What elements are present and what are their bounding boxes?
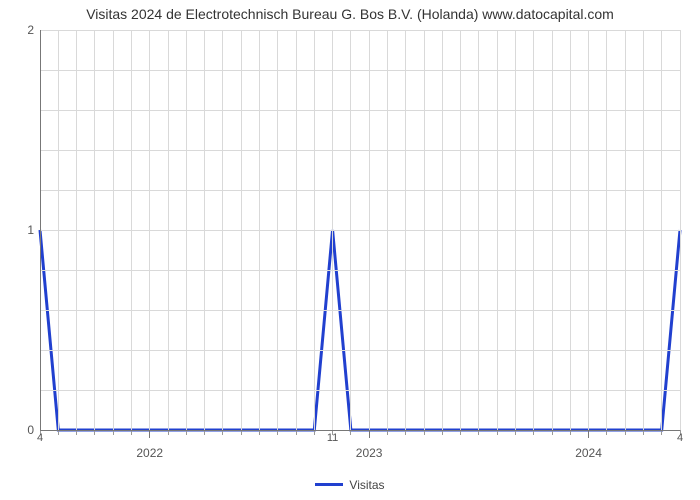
- x-minor-tick: [204, 430, 205, 435]
- gridline-vertical: [533, 30, 534, 430]
- gridline-vertical: [131, 30, 132, 430]
- gridline-vertical: [222, 30, 223, 430]
- gridline-vertical: [186, 30, 187, 430]
- x-minor-tick: [661, 430, 662, 435]
- gridline-vertical: [515, 30, 516, 430]
- legend: Visitas: [0, 476, 700, 494]
- chart-title: Visitas 2024 de Electrotechnisch Bureau …: [0, 6, 700, 22]
- x-minor-tick: [241, 430, 242, 435]
- x-value-label: 4: [37, 432, 43, 444]
- gridline-horizontal-minor: [40, 110, 680, 111]
- x-value-label: 11: [327, 432, 338, 444]
- y-tick-label: 0: [27, 423, 34, 437]
- x-minor-tick: [58, 430, 59, 435]
- x-minor-tick: [424, 430, 425, 435]
- gridline-vertical: [606, 30, 607, 430]
- x-minor-tick: [552, 430, 553, 435]
- x-minor-tick: [131, 430, 132, 435]
- gridline-vertical: [277, 30, 278, 430]
- gridline-vertical: [588, 30, 589, 430]
- gridline-vertical: [369, 30, 370, 430]
- gridline-vertical: [113, 30, 114, 430]
- gridline-vertical: [332, 30, 333, 430]
- x-minor-tick: [259, 430, 260, 435]
- gridline-vertical: [552, 30, 553, 430]
- x-minor-tick: [533, 430, 534, 435]
- gridline-vertical: [442, 30, 443, 430]
- gridline-horizontal-minor: [40, 310, 680, 311]
- gridline-vertical: [94, 30, 95, 430]
- gridline-vertical: [58, 30, 59, 430]
- x-value-label: 4: [677, 432, 683, 444]
- x-minor-tick: [497, 430, 498, 435]
- x-minor-tick: [643, 430, 644, 435]
- x-tick-label: 2022: [136, 446, 163, 460]
- legend-text: Visitas: [349, 478, 384, 492]
- x-minor-tick: [76, 430, 77, 435]
- x-minor-tick: [350, 430, 351, 435]
- x-minor-tick: [296, 430, 297, 435]
- gridline-vertical: [643, 30, 644, 430]
- x-minor-tick: [168, 430, 169, 435]
- gridline-vertical: [478, 30, 479, 430]
- x-minor-tick: [606, 430, 607, 435]
- x-major-tick: [588, 430, 589, 438]
- series-line: [40, 230, 680, 430]
- gridline-vertical: [625, 30, 626, 430]
- x-tick-label: 2024: [575, 446, 602, 460]
- x-tick-label: 2023: [356, 446, 383, 460]
- x-minor-tick: [478, 430, 479, 435]
- legend-swatch: [315, 483, 343, 486]
- gridline-vertical: [204, 30, 205, 430]
- gridline-horizontal: [40, 30, 680, 31]
- gridline-horizontal-minor: [40, 350, 680, 351]
- plot-area: 0122022202320244114: [40, 30, 680, 430]
- x-minor-tick: [442, 430, 443, 435]
- gridline-horizontal: [40, 230, 680, 231]
- x-major-tick: [149, 430, 150, 438]
- gridline-vertical: [497, 30, 498, 430]
- x-minor-tick: [277, 430, 278, 435]
- x-minor-tick: [405, 430, 406, 435]
- gridline-vertical: [314, 30, 315, 430]
- gridline-vertical: [350, 30, 351, 430]
- y-tick-label: 2: [27, 23, 34, 37]
- gridline-vertical: [680, 30, 681, 430]
- x-minor-tick: [625, 430, 626, 435]
- x-axis: [40, 430, 680, 431]
- gridline-vertical: [241, 30, 242, 430]
- x-minor-tick: [570, 430, 571, 435]
- gridline-horizontal-minor: [40, 390, 680, 391]
- gridline-horizontal-minor: [40, 190, 680, 191]
- gridline-vertical: [387, 30, 388, 430]
- gridline-vertical: [460, 30, 461, 430]
- gridline-horizontal-minor: [40, 270, 680, 271]
- gridline-vertical: [570, 30, 571, 430]
- x-minor-tick: [515, 430, 516, 435]
- gridline-vertical: [661, 30, 662, 430]
- x-minor-tick: [460, 430, 461, 435]
- y-axis: [40, 30, 41, 430]
- x-minor-tick: [186, 430, 187, 435]
- x-minor-tick: [222, 430, 223, 435]
- x-minor-tick: [113, 430, 114, 435]
- gridline-vertical: [149, 30, 150, 430]
- gridline-vertical: [168, 30, 169, 430]
- gridline-horizontal-minor: [40, 70, 680, 71]
- x-major-tick: [369, 430, 370, 438]
- gridline-vertical: [296, 30, 297, 430]
- gridline-vertical: [259, 30, 260, 430]
- x-minor-tick: [314, 430, 315, 435]
- gridline-vertical: [405, 30, 406, 430]
- gridline-vertical: [424, 30, 425, 430]
- x-minor-tick: [94, 430, 95, 435]
- x-minor-tick: [387, 430, 388, 435]
- gridline-vertical: [76, 30, 77, 430]
- y-tick-label: 1: [27, 223, 34, 237]
- gridline-horizontal-minor: [40, 150, 680, 151]
- chart-container: { "chart": { "type": "line", "title": "V…: [0, 0, 700, 500]
